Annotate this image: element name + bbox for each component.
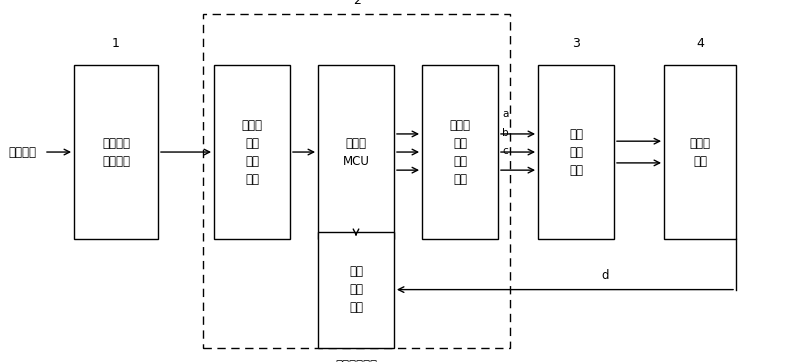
Text: 3: 3 xyxy=(572,37,580,50)
Bar xyxy=(74,65,158,239)
Text: 电压
采样
电路: 电压 采样 电路 xyxy=(349,265,363,314)
Text: 数字量
输入
接口
电路: 数字量 输入 接口 电路 xyxy=(242,118,262,186)
Text: a: a xyxy=(502,109,508,119)
Text: 4: 4 xyxy=(696,37,704,50)
Bar xyxy=(318,232,394,348)
Text: b: b xyxy=(502,127,509,138)
Bar xyxy=(214,65,290,239)
Bar xyxy=(422,65,498,239)
Bar xyxy=(664,65,736,239)
Bar xyxy=(203,14,510,348)
Text: 同步信号
调理电路: 同步信号 调理电路 xyxy=(102,136,130,168)
Text: 脉冲
放大
电路: 脉冲 放大 电路 xyxy=(569,127,583,177)
Text: 2: 2 xyxy=(353,0,361,7)
Text: 控制器
MCU: 控制器 MCU xyxy=(342,136,370,168)
Text: 三相半
控桥: 三相半 控桥 xyxy=(690,136,710,168)
Bar xyxy=(318,65,394,239)
Text: 1: 1 xyxy=(112,37,120,50)
Text: d: d xyxy=(602,269,609,282)
Text: 电压信号: 电压信号 xyxy=(8,146,36,159)
Text: 数字量
输出
接口
电路: 数字量 输出 接口 电路 xyxy=(450,118,470,186)
Text: 数字控制电路: 数字控制电路 xyxy=(336,359,378,362)
Bar xyxy=(538,65,614,239)
Text: c: c xyxy=(502,146,508,156)
